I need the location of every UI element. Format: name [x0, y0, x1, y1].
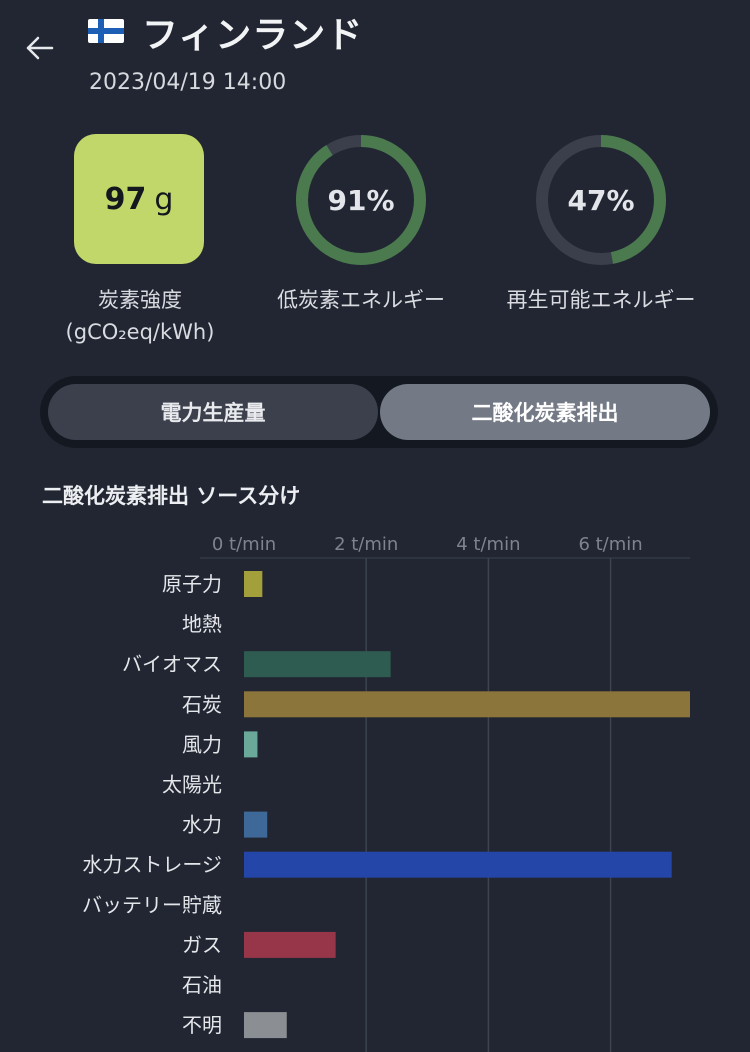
carbon-intensity-value: 97 — [104, 181, 147, 217]
timestamp: 2023/04/19 14:00 — [89, 70, 287, 95]
chart-category-label: 地熱 — [182, 612, 222, 636]
view-toggle: 電力生産量 二酸化炭素排出 — [40, 376, 718, 448]
chart-x-tick-label: 0 t/min — [212, 534, 276, 555]
chart-bar — [244, 1012, 287, 1039]
chart-category-label: 原子力 — [162, 572, 222, 596]
chart-x-tick-label: 4 t/min — [456, 534, 520, 555]
low-carbon-value: 91% — [327, 183, 395, 217]
chart-category-label: 水力 — [182, 813, 222, 837]
chart-category-label: 太陽光 — [162, 773, 222, 797]
chart-category-label: 不明 — [182, 1013, 222, 1037]
chart-bar — [244, 691, 690, 718]
arrow-left-icon[interactable] — [22, 30, 58, 66]
chart-bar — [244, 811, 268, 838]
chart-category-label: 風力 — [182, 732, 222, 756]
chart-category-label: 石油 — [182, 973, 222, 997]
carbon-intensity-badge: 97 g — [74, 134, 204, 264]
low-carbon-ring — [296, 135, 426, 265]
chart-category-label: バイオマス — [122, 652, 222, 676]
low-carbon-label: 低炭素エネルギー — [277, 288, 445, 312]
chart-bar — [244, 571, 263, 597]
carbon-intensity-label-line1: 炭素強度 — [98, 288, 182, 312]
toggle-power-production[interactable]: 電力生産量 — [48, 384, 378, 440]
toggle-co2-emissions[interactable]: 二酸化炭素排出 — [380, 384, 710, 440]
section-title: 二酸化炭素排出 ソース分け — [42, 484, 301, 508]
finland-flag-icon — [88, 19, 124, 43]
chart-category-label: 石炭 — [182, 692, 222, 716]
chart-x-tick-label: 2 t/min — [334, 534, 398, 555]
carbon-intensity-label: 炭素強度 (gCO₂eq/kWh) — [30, 284, 250, 348]
carbon-intensity-label-line2: (gCO₂eq/kWh) — [65, 320, 215, 344]
page-title: フィンランド — [142, 15, 364, 56]
chart-category-label: ガス — [182, 933, 222, 957]
chart-bar — [244, 651, 391, 678]
renewable-value: 47% — [567, 183, 635, 217]
chart-bar — [244, 731, 258, 758]
renewable-ring — [536, 135, 666, 265]
renewable-label: 再生可能エネルギー — [506, 288, 696, 312]
chart-category-label: バッテリー貯蔵 — [82, 893, 222, 917]
chart-x-tick-label: 6 t/min — [578, 534, 642, 555]
chart-category-label: 水力ストレージ — [82, 853, 222, 877]
emissions-bar-chart: 0 t/min 2 t/min 4 t/min 6 t/min 原子力地熱バイオマス石炭… — [82, 534, 690, 1052]
chart-bar — [244, 931, 336, 958]
carbon-intensity-unit: g — [154, 181, 174, 217]
chart-bar — [244, 851, 672, 878]
